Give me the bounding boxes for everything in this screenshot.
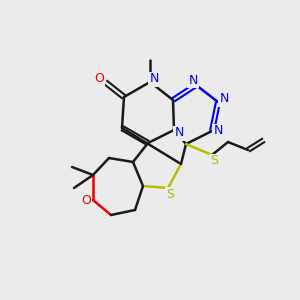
Text: O: O bbox=[81, 194, 91, 206]
Text: N: N bbox=[188, 74, 198, 86]
Text: N: N bbox=[219, 92, 229, 106]
Text: N: N bbox=[213, 124, 223, 137]
Text: N: N bbox=[174, 127, 184, 140]
Text: N: N bbox=[149, 73, 159, 85]
Text: S: S bbox=[210, 154, 218, 167]
Text: O: O bbox=[94, 73, 104, 85]
Text: S: S bbox=[166, 188, 174, 200]
